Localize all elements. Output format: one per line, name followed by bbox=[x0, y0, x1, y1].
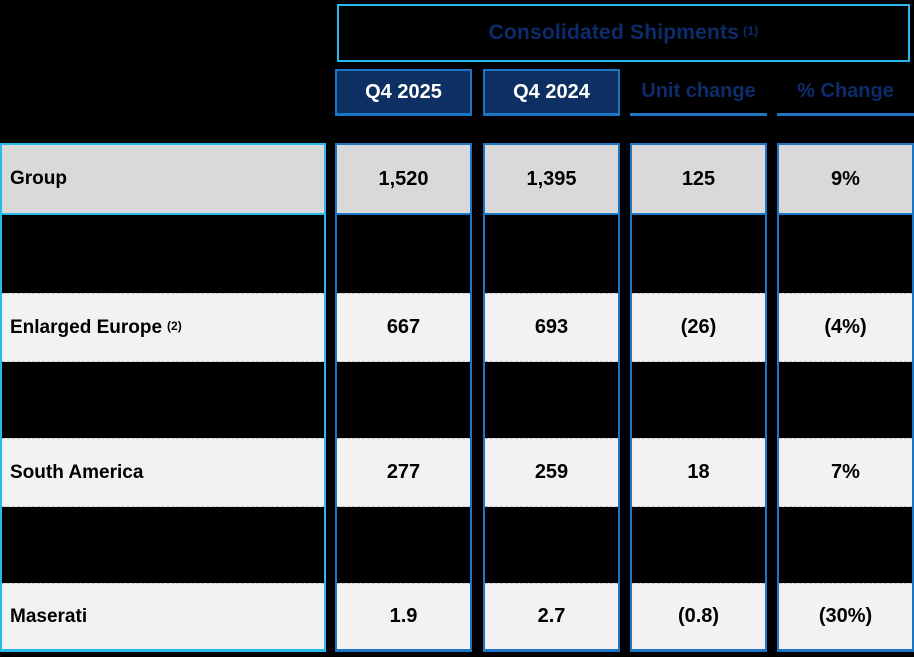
cell-enlarged-europe-pct-change: (4%) bbox=[779, 293, 912, 362]
column-header-label: Q4 2025 bbox=[365, 80, 442, 103]
cell-south-america-pct-change: 7% bbox=[779, 438, 912, 507]
cell-south-america-q4-2025: 277 bbox=[337, 438, 470, 507]
redacted-row-block bbox=[2, 215, 324, 293]
table-title: Consolidated Shipments bbox=[488, 21, 740, 44]
cell-group-q4-2025: 1,520 bbox=[337, 143, 470, 215]
column-header-q4-2025: Q4 2025 bbox=[335, 69, 472, 116]
redacted-row-block bbox=[632, 362, 765, 438]
redacted-row-block bbox=[485, 215, 618, 293]
cell-maserati-q4-2025: 1.9 bbox=[337, 583, 470, 652]
table-title-footnote-marker: (1) bbox=[743, 24, 759, 38]
column-q4-2024: 1,395 693 259 2.7 bbox=[483, 143, 620, 652]
redacted-row-block bbox=[779, 507, 912, 583]
column-header-pct-change: % Change bbox=[777, 69, 914, 116]
row-label-enlarged-europe: Enlarged Europe (2) bbox=[2, 293, 324, 362]
column-pct-change: 9% (4%) 7% (30%) bbox=[777, 143, 914, 652]
redacted-row-block bbox=[779, 215, 912, 293]
table-title-block: Consolidated Shipments (1) bbox=[337, 4, 910, 62]
column-unit-change: 125 (26) 18 (0.8) bbox=[630, 143, 767, 652]
redacted-row-block bbox=[2, 507, 324, 583]
redacted-row-block bbox=[337, 215, 470, 293]
redacted-row-block bbox=[632, 215, 765, 293]
cell-maserati-pct-change: (30%) bbox=[779, 583, 912, 652]
column-header-label: Unit change bbox=[641, 79, 756, 102]
cell-maserati-q4-2024: 2.7 bbox=[485, 583, 618, 652]
column-header-unit-change: Unit change bbox=[630, 69, 767, 116]
redacted-row-block bbox=[485, 362, 618, 438]
redacted-row-block bbox=[2, 362, 324, 438]
column-header-label: % Change bbox=[797, 79, 894, 102]
redacted-row-block bbox=[337, 362, 470, 438]
redacted-row-block bbox=[337, 507, 470, 583]
cell-south-america-q4-2024: 259 bbox=[485, 438, 618, 507]
column-header-q4-2024: Q4 2024 bbox=[483, 69, 620, 116]
column-q4-2025: 1,520 667 277 1.9 bbox=[335, 143, 472, 652]
cell-south-america-unit-change: 18 bbox=[632, 438, 765, 507]
cell-enlarged-europe-q4-2025: 667 bbox=[337, 293, 470, 362]
cell-group-unit-change: 125 bbox=[632, 143, 765, 215]
row-label-maserati: Maserati bbox=[2, 583, 324, 652]
redacted-row-block bbox=[632, 507, 765, 583]
cell-maserati-unit-change: (0.8) bbox=[632, 583, 765, 652]
cell-enlarged-europe-q4-2024: 693 bbox=[485, 293, 618, 362]
cell-enlarged-europe-unit-change: (26) bbox=[632, 293, 765, 362]
label-column: Group Enlarged Europe (2) South America … bbox=[0, 143, 326, 652]
cell-group-pct-change: 9% bbox=[779, 143, 912, 215]
redacted-row-block bbox=[485, 507, 618, 583]
redacted-row-block bbox=[779, 362, 912, 438]
row-label-group: Group bbox=[2, 143, 324, 215]
column-header-label: Q4 2024 bbox=[513, 80, 590, 103]
row-footnote-marker: (2) bbox=[167, 318, 182, 333]
cell-group-q4-2024: 1,395 bbox=[485, 143, 618, 215]
row-label-south-america: South America bbox=[2, 438, 324, 507]
